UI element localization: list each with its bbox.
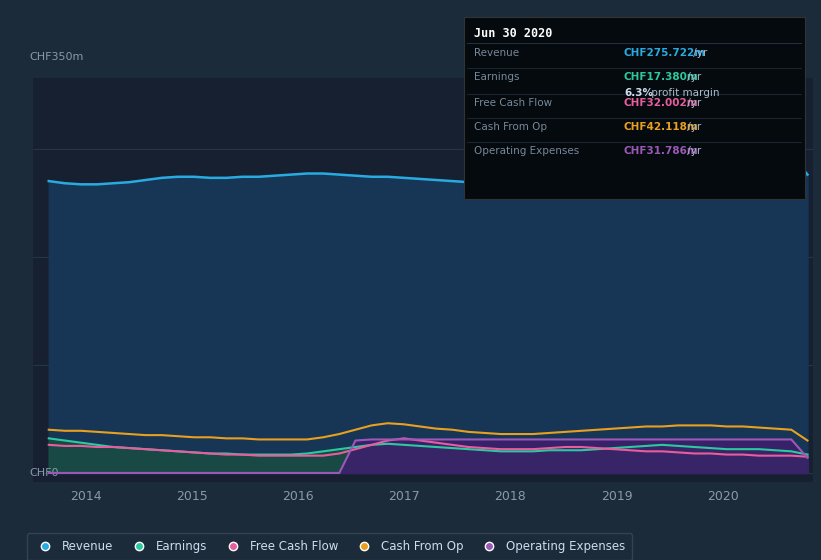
Text: Jun 30 2020: Jun 30 2020 <box>474 27 552 40</box>
Text: Cash From Op: Cash From Op <box>474 122 547 132</box>
Text: CHF17.380m: CHF17.380m <box>624 72 699 82</box>
Text: CHF350m: CHF350m <box>29 52 83 62</box>
Text: /yr: /yr <box>684 72 701 82</box>
Text: CHF275.722m: CHF275.722m <box>624 48 706 58</box>
Text: /yr: /yr <box>684 146 701 156</box>
Text: Free Cash Flow: Free Cash Flow <box>474 98 552 108</box>
Text: CHF0: CHF0 <box>29 468 58 478</box>
Text: CHF31.786m: CHF31.786m <box>624 146 699 156</box>
Text: /yr: /yr <box>684 98 701 108</box>
Text: /yr: /yr <box>684 122 701 132</box>
Text: Earnings: Earnings <box>474 72 519 82</box>
Text: Operating Expenses: Operating Expenses <box>474 146 579 156</box>
Text: Revenue: Revenue <box>474 48 519 58</box>
Text: 6.3%: 6.3% <box>624 88 653 98</box>
Text: CHF42.118m: CHF42.118m <box>624 122 699 132</box>
Text: /yr: /yr <box>690 48 707 58</box>
Text: profit margin: profit margin <box>648 88 719 98</box>
Text: CHF32.002m: CHF32.002m <box>624 98 699 108</box>
Legend: Revenue, Earnings, Free Cash Flow, Cash From Op, Operating Expenses: Revenue, Earnings, Free Cash Flow, Cash … <box>26 533 632 560</box>
